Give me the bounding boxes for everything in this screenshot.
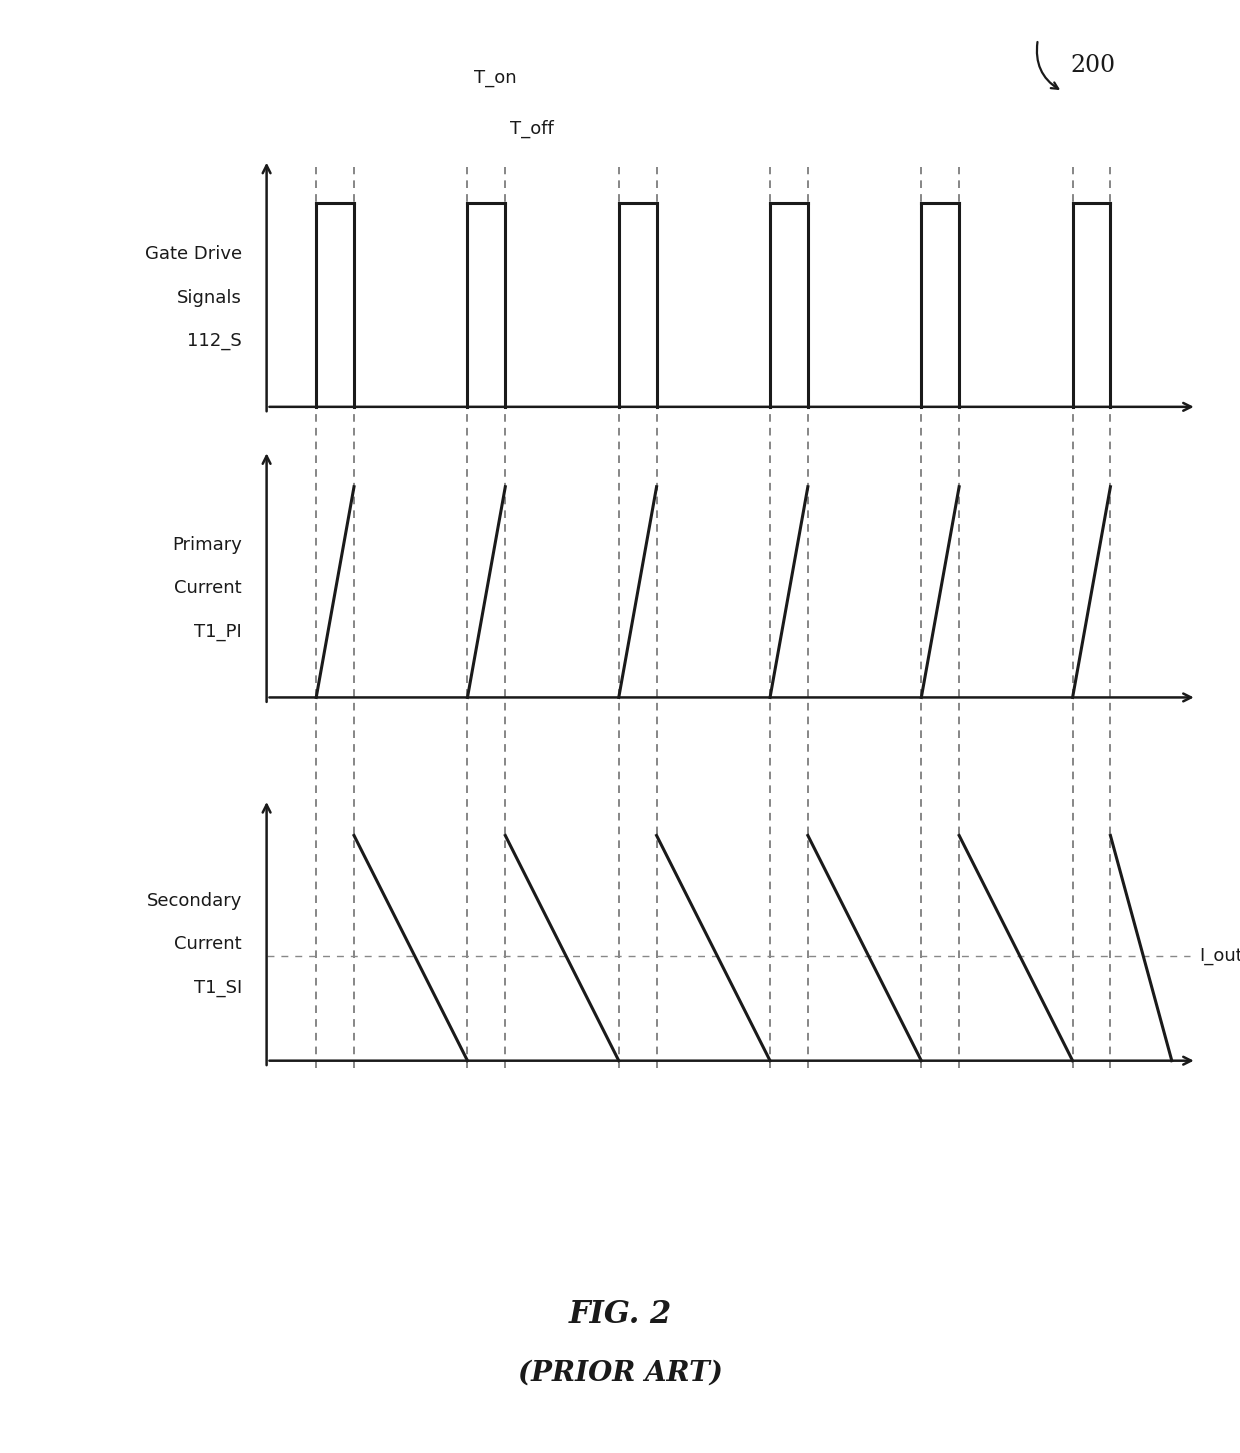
Text: Current: Current [174, 936, 242, 953]
Text: Primary: Primary [172, 536, 242, 554]
Text: 200: 200 [1070, 54, 1115, 77]
Text: 112_S: 112_S [187, 333, 242, 350]
Text: I_out: I_out [1199, 947, 1240, 965]
Text: T_off: T_off [511, 119, 554, 138]
Text: T1_PI: T1_PI [193, 623, 242, 641]
Text: Secondary: Secondary [146, 892, 242, 910]
Text: T_on: T_on [474, 70, 516, 87]
Text: (PRIOR ART): (PRIOR ART) [517, 1360, 723, 1386]
Text: Current: Current [174, 580, 242, 597]
Text: T1_SI: T1_SI [193, 979, 242, 997]
Text: Gate Drive: Gate Drive [145, 246, 242, 263]
Text: Signals: Signals [177, 289, 242, 307]
Text: FIG. 2: FIG. 2 [568, 1299, 672, 1331]
